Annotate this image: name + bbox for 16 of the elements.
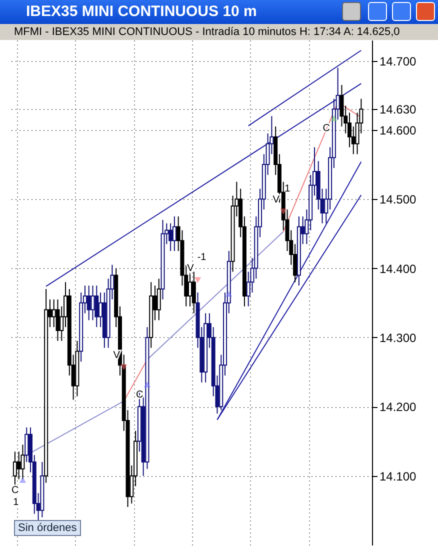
y-tick-label: 14.100 — [380, 469, 417, 484]
y-tick-label: 14.500 — [380, 192, 417, 207]
y-tick-label: 14.700 — [380, 54, 417, 68]
annotation: 1 — [284, 184, 291, 195]
y-tick-label: 14.600 — [380, 123, 417, 138]
y-tick-label: 14.200 — [380, 400, 417, 414]
data-label: V — [187, 263, 194, 274]
y-tick-label: 14.300 — [380, 330, 417, 345]
annotation: Sin órdenes — [14, 520, 81, 536]
chart-title: IBEX35 MINI CONTINUOUS 10 m — [26, 2, 257, 22]
y-tick-label: 14.400 — [380, 262, 417, 276]
chart-subtitle: MFMI - IBEX35 MINI CONTINUOUS - Intradía 10 minutos H: 17:34 A: 14.625,0 — [14, 25, 400, 40]
y-tick-label: 14.630 — [380, 102, 417, 117]
data-label: C — [322, 123, 330, 134]
data-label: C 1 — [11, 484, 20, 508]
annotation: -1 — [197, 252, 207, 264]
